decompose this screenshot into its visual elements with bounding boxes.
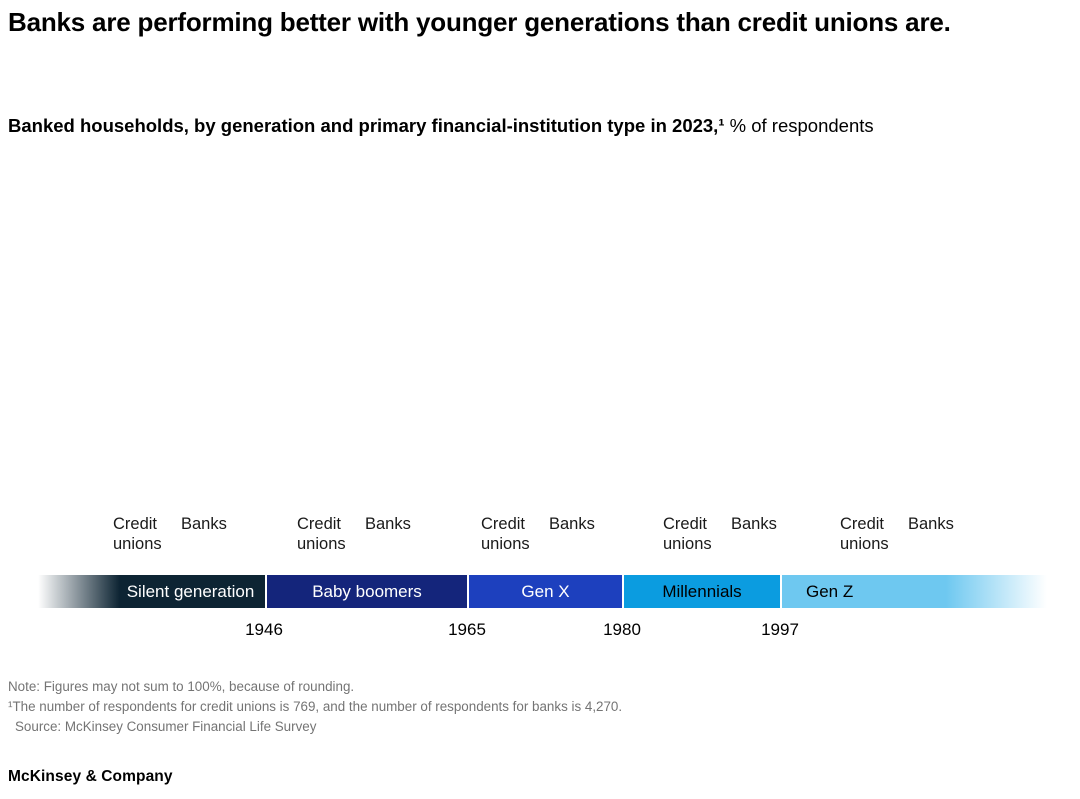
credit-unions-label: Credit unions [840, 515, 889, 554]
segment-millennials: Millennials [624, 575, 780, 608]
company-wordmark: McKinsey & Company [8, 768, 173, 785]
chart-subtitle-units: % of respondents [724, 115, 874, 136]
segment-label: Silent generation [126, 581, 255, 601]
year-label-1946: 1946 [245, 620, 283, 639]
year-label-1997: 1997 [761, 620, 799, 639]
year-label-1965: 1965 [448, 620, 486, 639]
source-line: Source: McKinsey Consumer Financial Life… [15, 719, 317, 735]
chart-plot-area [0, 160, 1080, 510]
series-labels-gen-x: Credit unions Banks [481, 514, 595, 555]
segment-gen-x: Gen X [469, 575, 622, 608]
page-title: Banks are performing better with younger… [8, 7, 951, 37]
segment-gen-z: Gen Z [782, 575, 1055, 608]
credit-unions-label: Credit unions [297, 515, 346, 554]
chart-subtitle: Banked households, by generation and pri… [8, 114, 874, 138]
series-labels-millennials: Credit unions Banks [663, 514, 777, 555]
series-labels-gen-z: Credit unions Banks [840, 514, 954, 555]
note-rounding: Note: Figures may not sum to 100%, becau… [8, 679, 355, 694]
footnotes: Note: Figures may not sum to 100%, becau… [8, 678, 622, 738]
banks-label: Banks [549, 515, 595, 533]
segment-baby-boomers: Baby boomers [267, 575, 467, 608]
credit-unions-label: Credit unions [663, 515, 712, 554]
credit-unions-label: Credit unions [481, 515, 530, 554]
segment-silent-generation: Silent generation [38, 575, 265, 608]
segment-label: Gen X [521, 581, 570, 601]
banks-label: Banks [365, 515, 411, 533]
chart-subtitle-bold: Banked households, by generation and pri… [8, 115, 725, 136]
segment-label: Millennials [662, 581, 742, 601]
series-labels-baby-boomers: Credit unions Banks [297, 514, 411, 555]
year-label-1980: 1980 [603, 620, 641, 639]
banks-label: Banks [908, 515, 954, 533]
credit-unions-label: Credit unions [113, 515, 162, 554]
segment-label: Baby boomers [312, 581, 422, 601]
segment-label: Gen Z [806, 581, 854, 601]
banks-label: Banks [181, 515, 227, 533]
banks-label: Banks [731, 515, 777, 533]
series-labels-silent-generation: Credit unions Banks [113, 514, 227, 555]
footnote-respondents: ¹The number of respondents for credit un… [8, 699, 623, 715]
generation-timeline-bar: Silent generation Baby boomers Gen X Mil… [0, 575, 1080, 608]
